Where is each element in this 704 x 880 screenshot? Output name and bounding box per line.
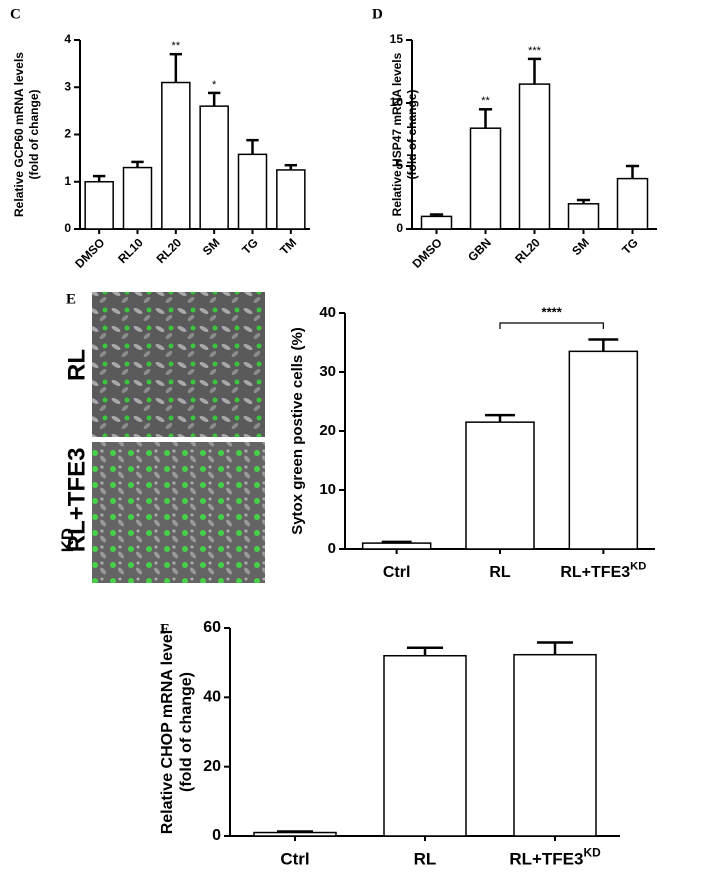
y-axis-label: Relative HSP47 mRNA levels bbox=[390, 52, 404, 216]
x-tick-label: RL20 bbox=[154, 235, 185, 266]
x-tick-label: TM bbox=[277, 235, 299, 257]
y-tick-label: 0 bbox=[64, 221, 71, 235]
bar bbox=[469, 127, 502, 230]
x-tick-label: TG bbox=[239, 235, 261, 257]
y-tick-label: 0 bbox=[212, 827, 221, 844]
y-tick-label: 5 bbox=[396, 158, 403, 172]
y-axis-label: (fold of change) bbox=[405, 90, 419, 180]
bar bbox=[513, 653, 597, 837]
y-tick-label: 40 bbox=[203, 689, 221, 706]
significance-bracket bbox=[499, 322, 604, 329]
significance-label: ** bbox=[172, 40, 181, 52]
bar bbox=[361, 542, 432, 550]
significance-label: ** bbox=[481, 95, 490, 107]
significance-label: **** bbox=[542, 304, 563, 319]
x-tick-label: TG bbox=[619, 235, 641, 257]
y-axis-label: Sytox green postive cells (%) bbox=[289, 327, 306, 535]
y-tick-label: 30 bbox=[319, 363, 336, 380]
y-tick-label: 4 bbox=[64, 32, 71, 46]
bar bbox=[253, 831, 337, 837]
y-tick-label: 10 bbox=[319, 481, 336, 498]
significance-label: * bbox=[212, 79, 217, 91]
y-tick-label: 15 bbox=[390, 32, 404, 46]
bar bbox=[616, 177, 649, 230]
x-tick-label: DMSO bbox=[72, 235, 107, 270]
y-tick-label: 10 bbox=[390, 95, 404, 109]
x-tick-label: RL bbox=[489, 564, 511, 581]
bar bbox=[122, 166, 153, 230]
x-tick-label: GBN bbox=[465, 235, 494, 264]
image-label: RL+TFE3 bbox=[63, 448, 90, 553]
y-axis-label: Relative GCP60 mRNA levels bbox=[12, 52, 26, 217]
y-tick-label: 60 bbox=[203, 619, 221, 636]
panel-letter: C bbox=[10, 6, 21, 22]
y-tick-label: 2 bbox=[64, 127, 71, 141]
x-tick-label: SM bbox=[569, 235, 592, 258]
x-tick-label-superscript: KD bbox=[583, 845, 601, 859]
panel-letter: F bbox=[160, 621, 169, 637]
bar bbox=[383, 654, 467, 837]
y-axis-label: (fold of change) bbox=[27, 90, 41, 180]
bar bbox=[199, 105, 229, 230]
y-tick-label: 1 bbox=[64, 174, 71, 188]
y-tick-label: 3 bbox=[64, 79, 71, 93]
x-tick-label: Ctrl bbox=[280, 849, 309, 868]
significance-label: *** bbox=[528, 45, 542, 57]
panel-letter: D bbox=[372, 6, 383, 22]
bar bbox=[276, 169, 306, 230]
bar bbox=[465, 421, 535, 550]
x-tick-label: RL+TFE3 bbox=[560, 564, 630, 581]
bar bbox=[84, 181, 114, 230]
x-tick-label: RL+TFE3 bbox=[509, 849, 583, 868]
y-axis-label: (fold of change) bbox=[178, 672, 195, 792]
x-tick-label: SM bbox=[200, 235, 223, 258]
x-tick-label: Ctrl bbox=[383, 564, 411, 581]
bar bbox=[237, 153, 268, 230]
y-tick-label: 0 bbox=[396, 221, 403, 235]
y-tick-label: 0 bbox=[328, 540, 336, 557]
bar bbox=[518, 83, 551, 230]
bar bbox=[161, 81, 191, 230]
image-label-superscript: KD bbox=[58, 528, 77, 552]
micrograph bbox=[92, 292, 265, 437]
y-tick-label: 20 bbox=[203, 758, 221, 775]
x-tick-label: RL10 bbox=[115, 235, 146, 266]
x-tick-label: RL20 bbox=[512, 235, 543, 266]
y-axis-label: Relative CHOP mRNA level bbox=[159, 630, 176, 835]
x-tick-label: RL bbox=[414, 849, 437, 868]
panel-letter: E bbox=[66, 291, 76, 307]
image-label: RL bbox=[63, 349, 90, 381]
x-tick-label-superscript: KD bbox=[630, 561, 646, 573]
bar bbox=[568, 350, 639, 550]
x-tick-label: DMSO bbox=[410, 235, 445, 270]
micrograph bbox=[92, 442, 265, 583]
bar bbox=[567, 203, 600, 230]
y-tick-label: 40 bbox=[319, 304, 336, 321]
bar bbox=[420, 215, 453, 230]
y-tick-label: 20 bbox=[319, 422, 336, 439]
